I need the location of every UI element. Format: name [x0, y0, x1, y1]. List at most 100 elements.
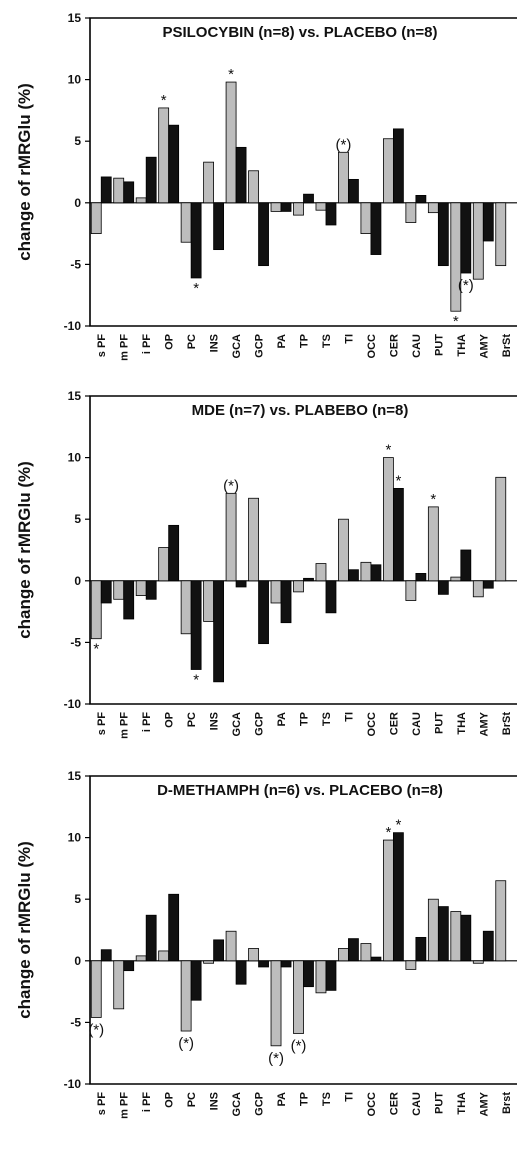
bar-occ-s2	[370, 564, 382, 582]
bar-ti-s1	[338, 948, 349, 962]
bar-cau-s1	[405, 202, 417, 223]
bar-op-s1	[158, 547, 170, 582]
bar-ti-s1	[338, 151, 349, 204]
x-tick-label: PUT	[433, 712, 445, 734]
bar-cer-s1	[382, 457, 394, 582]
bar-ti-s2	[348, 178, 359, 204]
bar-pa-s2	[280, 960, 292, 968]
y-tick-label: -10	[64, 1077, 82, 1091]
y-tick-label: -10	[64, 697, 82, 711]
bar-amy-s2	[482, 580, 494, 589]
x-tick-label: CER	[388, 1092, 400, 1115]
y-tick-label: 0	[74, 954, 81, 968]
bar-put-s1	[427, 202, 439, 214]
bar-gca-s1	[225, 930, 237, 962]
x-tick-label: CAU	[411, 334, 423, 358]
x-tick-label: OP	[164, 334, 176, 350]
significance-marker: (*)	[268, 1050, 284, 1067]
bar-cau-s1	[405, 960, 417, 970]
x-tick-label: PA	[276, 712, 288, 727]
bar-ts-s2	[325, 202, 337, 226]
x-tick-label: PUT	[433, 1092, 445, 1114]
significance-marker: *	[93, 641, 99, 658]
significance-marker: (*)	[178, 1035, 194, 1052]
y-tick-label: -5	[70, 635, 81, 649]
bar-m-pf-s2	[123, 580, 135, 620]
x-tick-label: THA	[456, 334, 468, 357]
x-tick-label: OCC	[366, 1092, 378, 1117]
chart-title: MDE (n=7) vs. PLABEBO (n=8)	[192, 402, 409, 419]
bar-tha-s2	[460, 914, 472, 962]
bar-tp-s2	[303, 960, 314, 988]
bar-tha-s2	[460, 202, 472, 274]
bar-gcp-s1	[248, 497, 259, 582]
x-tick-label: PC	[186, 712, 198, 727]
bar-tha-s1	[450, 576, 462, 582]
bar-ins-s2	[213, 580, 225, 683]
x-tick-label: BrSt	[501, 712, 513, 736]
bar-ts-s2	[325, 960, 337, 991]
x-tick-label: CAU	[411, 712, 423, 736]
bar-ts-s1	[315, 960, 327, 994]
chart-panel-2: 15 10 5 0 -5 -10 change of rMRGlu (%) MDE (n=7)…	[15, 389, 517, 739]
x-tick-label: TS	[321, 334, 333, 348]
bar-pa-s1	[270, 580, 282, 604]
bar-tp-s1	[293, 580, 304, 593]
bar-ti-s2	[348, 569, 359, 582]
x-tick-label: THA	[456, 1092, 468, 1115]
y-tick-label: 5	[74, 892, 81, 906]
y-tick-label: 10	[68, 451, 82, 465]
x-tick-label: AMY	[478, 711, 490, 736]
bar-gcp-s2	[258, 960, 269, 968]
bar-gca-s1	[225, 492, 237, 582]
bar-gca-s2	[235, 960, 247, 985]
y-tick-label: 5	[74, 134, 81, 148]
bar-ti-s2	[348, 938, 359, 962]
bar-amy-s2	[482, 930, 494, 962]
bar-brst-s1	[495, 202, 507, 267]
bar-op-s1	[158, 950, 170, 962]
bar-op-s2	[168, 524, 180, 582]
x-tick-label: GCP	[254, 712, 266, 736]
y-tick-label: 15	[68, 11, 82, 25]
bar-gcp-s1	[248, 948, 259, 962]
y-axis-label: change of rMRGlu (%)	[15, 841, 34, 1019]
bar-pa-s2	[280, 580, 292, 624]
significance-marker: (*)	[291, 1037, 307, 1054]
bar-tp-s2	[303, 193, 314, 204]
bar-occ-s1	[360, 561, 372, 582]
bar-put-s1	[427, 506, 439, 582]
y-tick-label: 15	[68, 769, 82, 783]
bar-s-pf-s1	[90, 960, 102, 1018]
bar-pa-s1	[270, 202, 282, 212]
x-tick-label: s PF	[96, 1092, 108, 1116]
bar-gca-s2	[235, 146, 247, 204]
bar-i-pf-s1	[135, 197, 147, 204]
bar-amy-s2	[482, 202, 494, 242]
bar-put-s2	[437, 906, 449, 962]
x-tick-label: OCC	[366, 712, 378, 737]
bar-ts-s1	[315, 202, 327, 211]
x-tick-label: OP	[164, 712, 176, 728]
bar-cau-s2	[415, 936, 427, 962]
bar-put-s2	[437, 580, 449, 595]
bar-gca-s1	[225, 81, 237, 204]
bar-s-pf-s2	[100, 176, 112, 204]
significance-marker: (*)	[336, 136, 352, 153]
bar-occ-s2	[370, 956, 382, 962]
x-tick-label: TP	[299, 334, 311, 348]
bar-m-pf-s1	[113, 580, 125, 600]
bar-ts-s1	[315, 563, 327, 582]
bar-s-pf-s2	[100, 949, 112, 962]
bar-gcp-s2	[258, 580, 269, 645]
axis-frame	[89, 395, 517, 705]
bar-s-pf-s1	[90, 580, 102, 640]
bar-occ-s2	[370, 202, 382, 255]
bar-cer-s2	[392, 128, 404, 204]
bar-occ-s1	[360, 202, 372, 235]
x-tick-label: s PF	[96, 712, 108, 736]
y-axis-label: change of rMRGlu (%)	[15, 461, 34, 639]
bar-gcp-s2	[258, 202, 269, 267]
significance-marker: (*)	[223, 477, 239, 494]
bar-tha-s1	[450, 202, 462, 312]
